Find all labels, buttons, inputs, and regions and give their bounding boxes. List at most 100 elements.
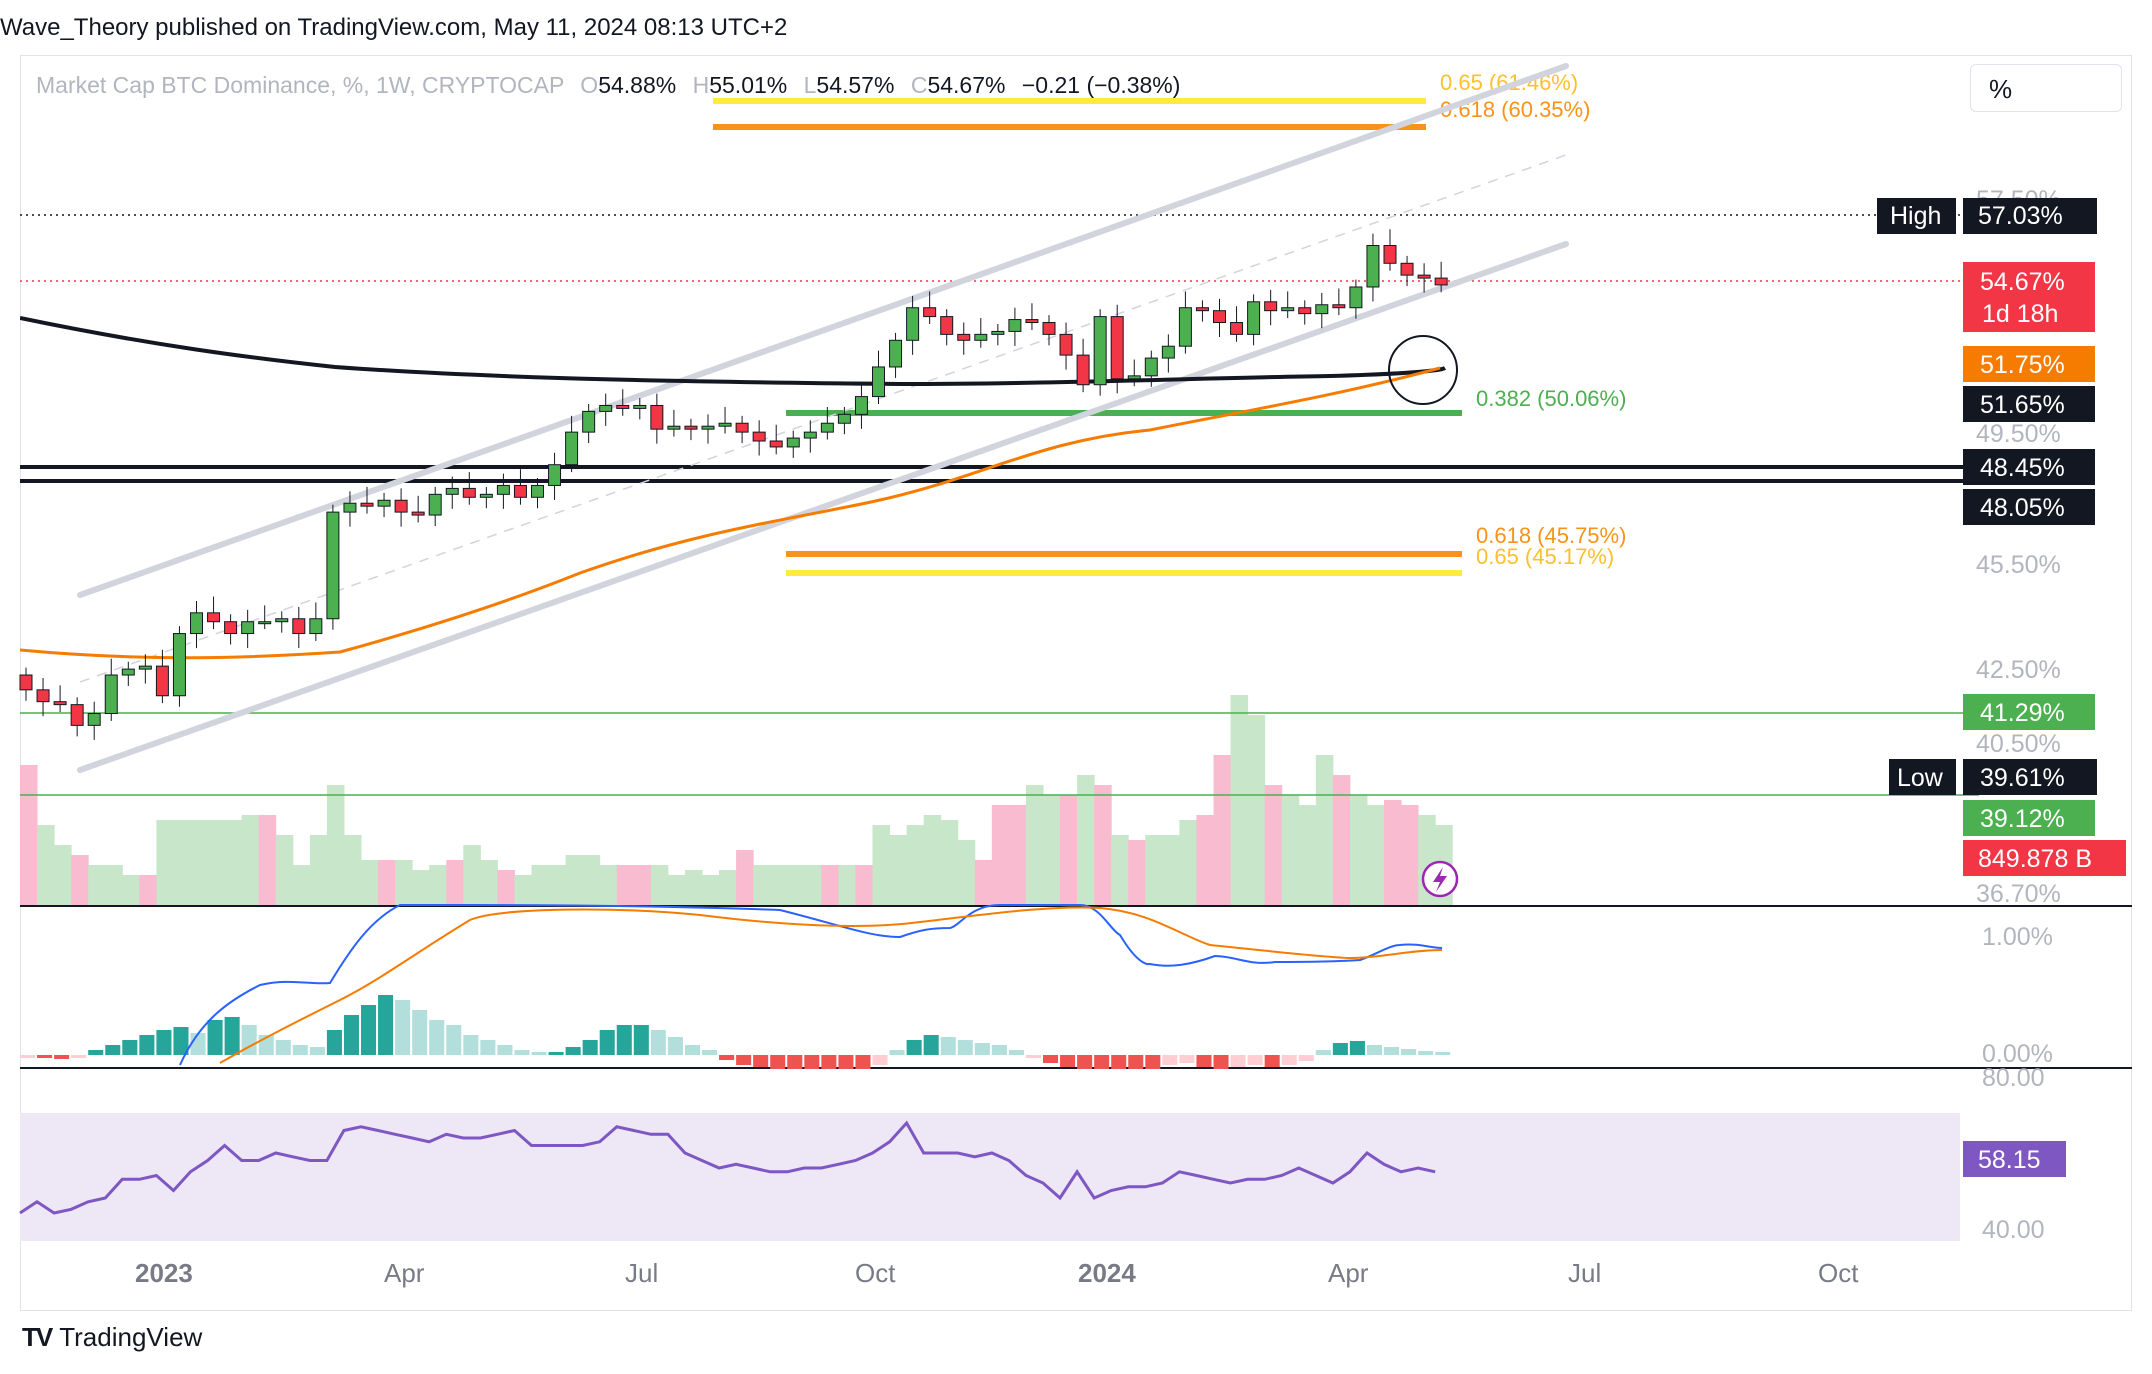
tag-51-75-text: 51.75% <box>1980 351 2065 379</box>
candle-body <box>70 704 84 726</box>
legend-low-label: L <box>803 72 817 98</box>
candle-body <box>479 493 493 498</box>
tag-48-05: 48.05% <box>1963 489 2095 525</box>
price-tick-40-50: 40.50% <box>1976 730 2061 758</box>
candle-body <box>87 713 101 726</box>
volume-bar <box>343 835 362 905</box>
lightning-icon[interactable] <box>1421 860 1459 898</box>
tradingview-logo[interactable]: TV TradingView <box>22 1322 202 1353</box>
candle-body <box>462 487 476 498</box>
tag-51-75: 51.75% <box>1963 346 2095 382</box>
volume-bar <box>156 820 174 905</box>
legend-close-label: C <box>910 72 928 98</box>
candle-body <box>906 307 920 341</box>
candle-body <box>428 493 442 516</box>
fib-label-0-382: 0.382 (50.06%) <box>1476 386 1626 411</box>
candle-body <box>1247 301 1261 335</box>
candle-body <box>1008 319 1022 332</box>
candle-body <box>889 339 903 368</box>
macd-hist-bar <box>156 1030 172 1055</box>
volume-bar <box>1366 805 1385 905</box>
price-tick-49-50: 49.50% <box>1976 420 2061 448</box>
volume-bar <box>940 820 959 905</box>
volume-bar <box>1213 755 1232 905</box>
macd-hist-bar <box>343 1015 359 1055</box>
tag-high: High 57.03% <box>1877 198 2097 234</box>
volume-bar <box>361 860 379 905</box>
macd-hist-bar <box>309 1047 325 1055</box>
tag-rsi-text: 58.15 <box>1978 1146 2041 1174</box>
candle-body <box>1298 307 1312 315</box>
volume-bar <box>599 865 618 905</box>
ema-orange-line <box>20 366 1441 660</box>
candle-body <box>1332 304 1346 309</box>
macd-hist-bar <box>991 1045 1007 1055</box>
volume-bar <box>548 865 567 905</box>
volume-bar <box>37 825 55 905</box>
candle-body <box>531 484 544 498</box>
candle-body <box>1264 301 1278 312</box>
macd-hist-bar <box>684 1045 700 1055</box>
candle-body <box>684 425 698 430</box>
tag-39-12: 39.12% <box>1963 800 2095 836</box>
crossover-circle[interactable] <box>1388 335 1458 405</box>
tag-low-value: 39.61% <box>1980 764 2065 792</box>
macd-tick-1: 1.00% <box>1982 923 2053 951</box>
tradingview-logo-text: TradingView <box>59 1322 203 1352</box>
candle-body <box>445 487 459 495</box>
candle-body <box>360 502 374 507</box>
candle-body <box>343 502 357 513</box>
legend-high-label: H <box>692 72 710 98</box>
legend-symbol: Market Cap BTC Dominance, %, 1W, CRYPTOC… <box>36 72 564 98</box>
tag-low: Low 39.61% <box>1889 759 2097 795</box>
price-tick-42-50: 42.50% <box>1976 656 2061 684</box>
fib-label-0-65-lower: 0.65 (45.17%) <box>1476 544 1614 569</box>
macd-hist-bar <box>1315 1050 1331 1055</box>
macd-hist-bar <box>1060 1055 1076 1067</box>
candle-body <box>1161 345 1175 359</box>
volume-bar <box>1281 795 1300 905</box>
volume-bar <box>1008 805 1027 905</box>
time-label-jul-2023: Jul <box>625 1258 658 1288</box>
volume-bar <box>258 815 277 905</box>
macd-hist-bar <box>1435 1052 1451 1055</box>
channel-upper-line[interactable] <box>77 63 1569 598</box>
macd-hist-bar <box>190 1033 206 1055</box>
macd-hist-bar <box>616 1025 632 1055</box>
legend-high: 55.01% <box>709 72 788 98</box>
volume-bar <box>275 835 294 905</box>
volume-bar <box>1298 805 1317 905</box>
tag-last-value: 54.67% <box>1980 268 2065 296</box>
volume-bar <box>105 865 123 905</box>
tag-51-65: 51.65% <box>1963 386 2095 422</box>
candle-body <box>1127 375 1141 380</box>
candle-body <box>1093 316 1107 386</box>
macd-hist-bar <box>531 1052 547 1055</box>
candle-body <box>854 396 868 415</box>
macd-hist-bar <box>463 1035 479 1055</box>
candle-body <box>207 612 221 623</box>
candle-body <box>803 431 817 439</box>
percent-scale-button[interactable]: % <box>1970 64 2122 112</box>
candle-body <box>718 422 732 427</box>
fib-label-0-618-lower: 0.618 (45.75%) <box>1476 523 1626 548</box>
volume-bar <box>667 875 686 905</box>
macd-hist-bar <box>855 1055 871 1069</box>
volume-bar <box>821 865 839 905</box>
macd-hist-bar <box>326 1030 342 1055</box>
channel-lower-line[interactable] <box>77 241 1569 773</box>
volume-bar <box>1264 785 1283 905</box>
volume-bar <box>20 765 38 905</box>
candle-body <box>1349 286 1363 309</box>
candle-body <box>701 425 715 430</box>
candle-body <box>1400 262 1414 276</box>
candle-body <box>650 404 664 430</box>
volume-bar <box>1332 775 1351 905</box>
volume-bar <box>1247 715 1266 905</box>
legend: Market Cap BTC Dominance, %, 1W, CRYPTOC… <box>36 72 1180 99</box>
macd-hist-bar <box>702 1050 718 1055</box>
macd-hist-bar <box>173 1027 189 1055</box>
candle-body <box>190 612 203 635</box>
macd-hist-bar <box>565 1047 581 1055</box>
